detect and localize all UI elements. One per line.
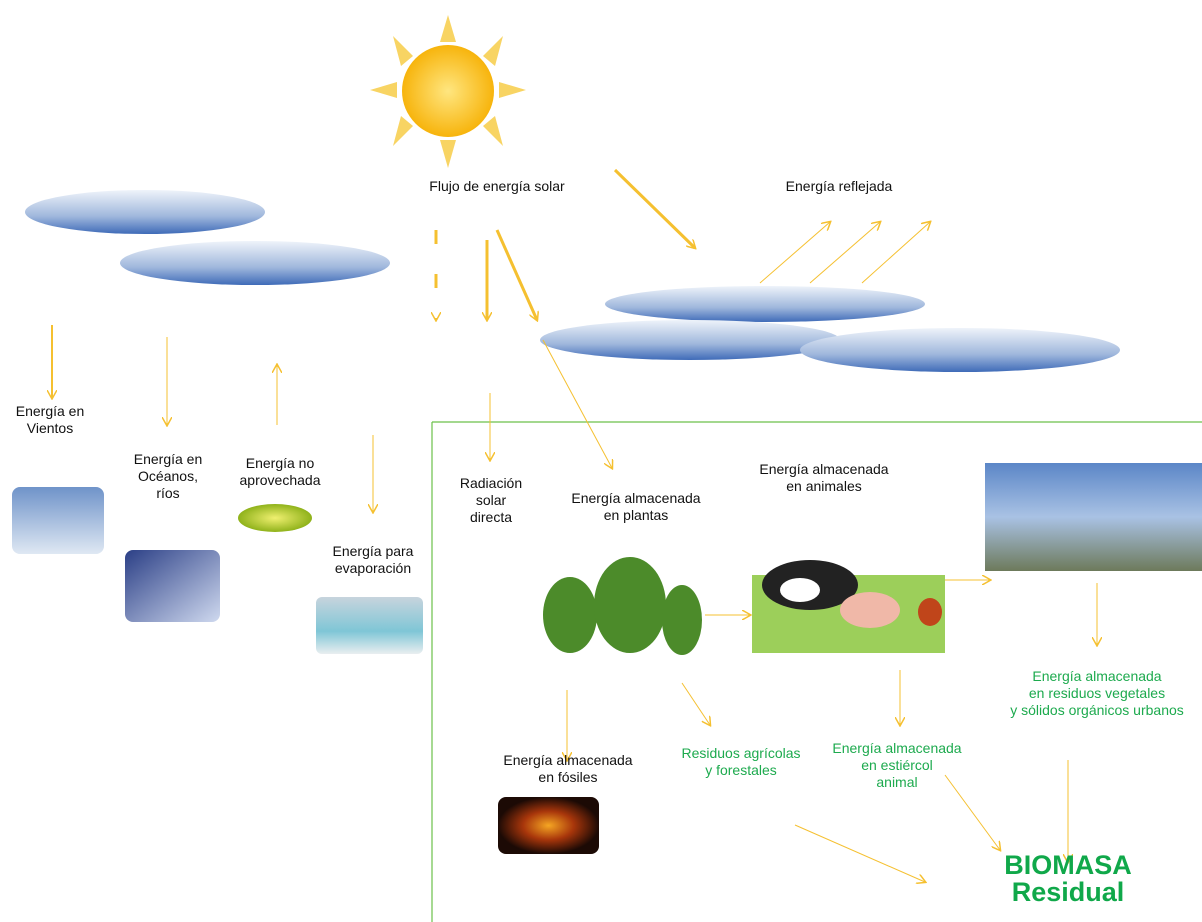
label-line: Flujo de energía solar bbox=[429, 178, 564, 195]
label-line: en residuos vegetales bbox=[1010, 685, 1184, 702]
label-line: y sólidos orgánicos urbanos bbox=[1010, 702, 1184, 719]
label-line: Radiación bbox=[460, 475, 522, 492]
label: Energía reflejada bbox=[786, 178, 893, 195]
label-line: Energía en bbox=[134, 451, 203, 468]
label-line: Energía almacenada bbox=[1010, 668, 1184, 685]
label-line: evaporación bbox=[333, 560, 414, 577]
label-line: en animales bbox=[759, 478, 888, 495]
label-line: Energía reflejada bbox=[786, 178, 893, 195]
sun bbox=[370, 15, 526, 168]
label-line: ríos bbox=[134, 485, 203, 502]
label-line: en estiércol bbox=[832, 757, 961, 774]
clouds bbox=[25, 190, 1120, 372]
page: Flujo de energía solar Energía reflejada E… bbox=[0, 0, 1202, 922]
label-line: en plantas bbox=[571, 507, 700, 524]
label-line: Residuos agrícolas bbox=[681, 745, 800, 762]
label-line: BIOMASA bbox=[1004, 852, 1132, 879]
label-line: Energía almacenada bbox=[571, 490, 700, 507]
label-line: Energía en bbox=[16, 403, 85, 420]
label-line: en fósiles bbox=[503, 769, 632, 786]
label-line: aprovechada bbox=[240, 472, 321, 489]
label-line: Energía almacenada bbox=[759, 461, 888, 478]
label-line: animal bbox=[832, 774, 961, 791]
label-line: Energía almacenada bbox=[503, 752, 632, 769]
label-line: Energía para bbox=[333, 543, 414, 560]
label: Flujo de energía solar bbox=[429, 178, 564, 195]
label-line: solar bbox=[460, 492, 522, 509]
label-line: Energía no bbox=[240, 455, 321, 472]
label-line: y forestales bbox=[681, 762, 800, 779]
label-line: directa bbox=[460, 509, 522, 526]
label-line: Residual bbox=[1004, 879, 1132, 906]
label-line: Energía almacenada bbox=[832, 740, 961, 757]
label-line: Océanos, bbox=[134, 468, 203, 485]
label-line: Vientos bbox=[16, 420, 85, 437]
